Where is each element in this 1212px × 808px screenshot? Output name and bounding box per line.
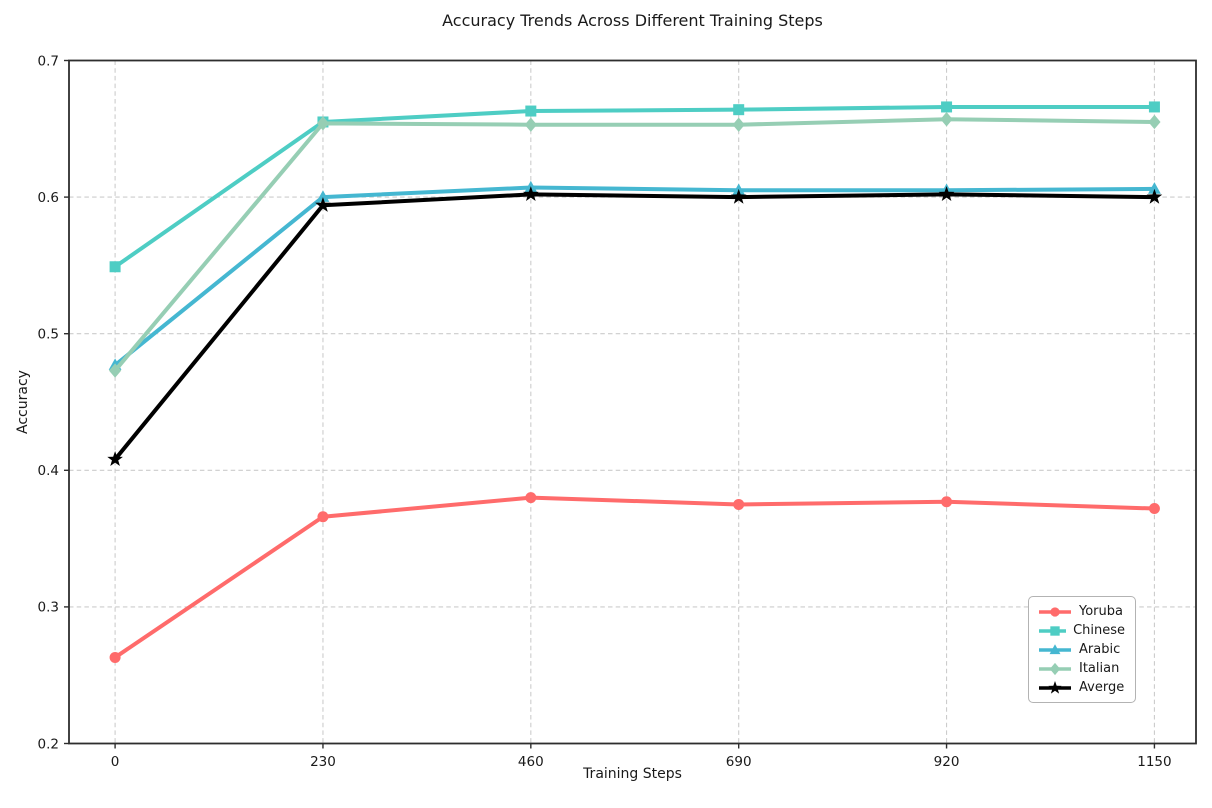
diamond-marker [1049, 662, 1061, 675]
square-marker [1050, 625, 1060, 636]
star-marker [730, 188, 747, 204]
series-italian [108, 112, 1161, 378]
x-tick-label: 1150 [1137, 754, 1171, 770]
star-marker [1146, 188, 1163, 204]
square-marker [941, 101, 953, 113]
legend-item-yoruba: Yoruba [1038, 602, 1125, 621]
legend-item-averge: Averge [1038, 678, 1125, 697]
series-line [113, 185, 1157, 368]
legend: Yoruba Chinese Arabic Italian Averge [1028, 596, 1136, 703]
triangle-marker [1049, 643, 1061, 654]
circle-marker [1148, 503, 1160, 515]
star-marker [938, 186, 955, 201]
diamond-marker [524, 117, 537, 132]
square-legend-swatch [1039, 625, 1067, 636]
legend-label: Chinese [1073, 623, 1125, 638]
square-marker [525, 105, 537, 117]
legend-label: Averge [1079, 680, 1125, 695]
legend-item-italian: Italian [1038, 659, 1125, 678]
y-tick-label: 0.3 [38, 600, 59, 616]
series-averge [107, 186, 1163, 467]
star-marker [1048, 680, 1062, 694]
y-tick-label: 0.6 [38, 190, 59, 206]
series-line [113, 117, 1157, 373]
square-marker [733, 104, 745, 116]
circle-marker [941, 496, 953, 508]
y-tick-label: 0.2 [38, 736, 59, 752]
circle-legend-swatch [1039, 606, 1071, 617]
legend-item-arabic: Arabic [1038, 640, 1125, 659]
triangle-marker [316, 190, 330, 202]
triangle-legend-swatch [1039, 643, 1071, 654]
circle-marker [733, 498, 745, 510]
star-marker [315, 197, 331, 212]
axes-ticks [64, 59, 1156, 749]
y-tick-label: 0.5 [38, 327, 59, 343]
circle-marker [109, 651, 121, 663]
square-marker [109, 261, 121, 273]
series-line [113, 192, 1157, 462]
x-tick-label: 920 [934, 754, 960, 770]
star-legend-swatch [1039, 680, 1071, 694]
series-line [113, 104, 1157, 269]
diamond-marker [940, 112, 953, 127]
plot-border [68, 59, 1197, 745]
legend-item-chinese: Chinese [1038, 621, 1125, 640]
square-marker [1148, 101, 1160, 113]
diamond-marker [732, 117, 745, 132]
x-tick-label: 690 [726, 754, 752, 770]
legend-label: Italian [1079, 661, 1120, 676]
y-axis-label: Accuracy [15, 370, 31, 434]
circle-marker [1050, 606, 1060, 617]
circle-marker [317, 511, 329, 523]
grid [69, 60, 1196, 744]
diamond-marker [316, 116, 330, 131]
x-tick-label: 230 [310, 754, 336, 770]
legend-label: Arabic [1079, 642, 1121, 657]
diamond-marker [108, 363, 122, 378]
x-tick-label: 460 [518, 754, 544, 770]
triangle-marker [1148, 182, 1161, 194]
diamond-marker [1148, 114, 1161, 130]
circle-marker [525, 492, 537, 504]
series-line [113, 495, 1157, 660]
diamond-legend-swatch [1039, 662, 1071, 675]
y-tick-label: 0.4 [38, 463, 59, 479]
x-axis-label: Training Steps [583, 766, 682, 782]
x-tick-label: 0 [111, 754, 120, 770]
series-yoruba [109, 492, 1160, 663]
star-marker [107, 451, 123, 467]
y-tick-label: 0.7 [38, 53, 59, 69]
chart-title: Accuracy Trends Across Different Trainin… [442, 11, 823, 30]
star-marker [523, 186, 539, 201]
legend-label: Yoruba [1079, 604, 1123, 619]
